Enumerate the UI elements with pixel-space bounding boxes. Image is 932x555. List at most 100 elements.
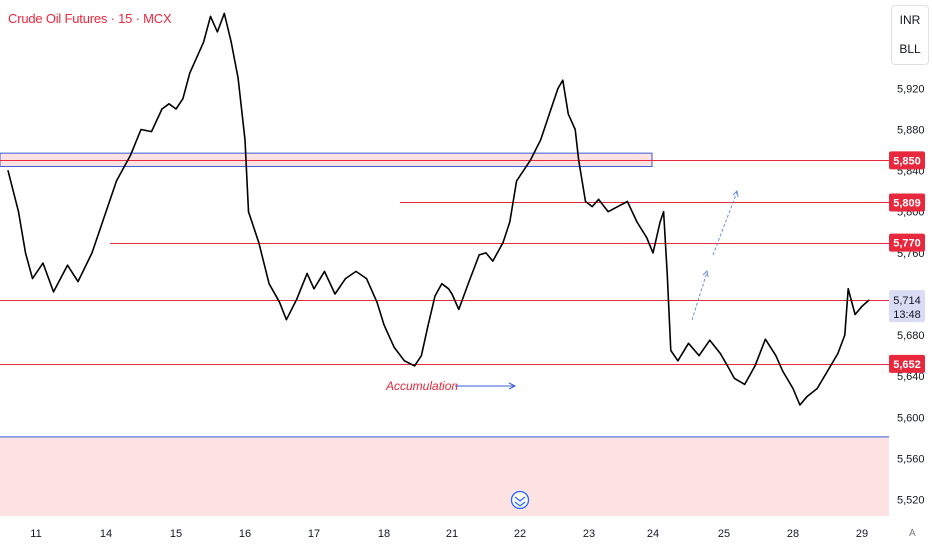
level-badge <box>889 193 925 212</box>
series-point <box>550 108 552 110</box>
series-point <box>584 200 587 203</box>
y-tick-label: 5,680 <box>897 330 925 342</box>
series-point <box>636 221 638 223</box>
unit-selector[interactable]: INR BLL <box>891 5 929 65</box>
series-point <box>799 404 801 406</box>
x-axis: 11 14 15 16 17 18 21 22 23 24 25 28 29 <box>30 528 868 540</box>
series-point <box>782 370 784 372</box>
price-badges: 5,850 5,809 5,770 5,652 5,714 13:48 <box>889 151 925 373</box>
level-badge <box>889 151 925 170</box>
series-point <box>268 283 270 285</box>
series-point <box>854 313 856 316</box>
series-point <box>42 262 44 264</box>
series-point <box>687 342 690 344</box>
series-point <box>663 211 665 213</box>
series-point <box>764 338 767 340</box>
series-point <box>458 308 460 310</box>
series-point <box>574 128 576 131</box>
series-point <box>434 295 436 297</box>
x-tick-label: 23 <box>583 528 595 540</box>
series-point <box>646 236 648 239</box>
series-point <box>175 108 177 110</box>
projection-arrows-layer <box>691 189 739 321</box>
y-tick-label: 5,880 <box>897 125 925 137</box>
series-point <box>247 211 250 213</box>
current-price-label: 5,714 <box>893 295 921 307</box>
series-point <box>719 352 722 355</box>
series-point <box>189 72 191 74</box>
series-point <box>733 377 735 379</box>
countdown-label: 13:48 <box>893 309 921 321</box>
series-point <box>448 288 450 290</box>
series-point <box>278 301 281 303</box>
series-point <box>7 170 9 172</box>
projection-arrow-upper <box>712 191 738 256</box>
series-point <box>670 349 672 352</box>
currency-label[interactable]: INR <box>899 13 921 27</box>
timeline-marker[interactable] <box>510 490 530 510</box>
series-point <box>617 206 619 208</box>
series-point <box>578 159 580 161</box>
series-point <box>323 270 326 272</box>
x-tick-label: 14 <box>100 528 112 540</box>
y-tick-label: 5,600 <box>897 412 925 424</box>
axis-corner-label[interactable]: A <box>909 528 916 539</box>
series-point <box>816 387 818 390</box>
series-point <box>868 299 870 301</box>
timeline-marker-icon <box>510 490 530 510</box>
series-point <box>598 198 600 201</box>
series-point <box>567 113 569 115</box>
y-tick-label: 5,560 <box>897 453 925 465</box>
series-point <box>522 170 525 172</box>
series-point <box>203 41 205 43</box>
series-point <box>806 396 808 398</box>
series-point <box>244 139 246 141</box>
series-point <box>237 77 239 79</box>
x-tick-label: 22 <box>514 528 526 540</box>
series-point <box>485 252 487 254</box>
series-point <box>216 31 218 33</box>
series-point <box>441 283 443 285</box>
series-point <box>557 87 559 89</box>
accumulation-arrow-head <box>508 382 517 390</box>
series-point <box>540 139 542 141</box>
level-badge-label: 5,809 <box>893 197 921 209</box>
series-point <box>726 365 729 367</box>
series-point <box>91 252 93 254</box>
series-point <box>334 293 336 295</box>
series-point <box>754 365 756 367</box>
y-tick-label: 5,520 <box>897 495 925 507</box>
series-point <box>516 180 518 182</box>
series-point <box>529 159 531 161</box>
projection-arrow-upper-head <box>732 189 739 198</box>
x-tick-label: 24 <box>647 528 659 540</box>
series-point <box>792 387 794 390</box>
series-point <box>420 355 422 357</box>
projection-arrow-lower-head <box>702 269 709 278</box>
series-point <box>161 108 163 110</box>
series-point <box>591 206 593 208</box>
level-badge <box>889 354 925 373</box>
unit-label[interactable]: BLL <box>899 42 921 56</box>
zones-layer <box>0 152 889 516</box>
x-tick-label: 17 <box>308 528 320 540</box>
series-point <box>296 298 298 300</box>
series-point <box>677 360 679 362</box>
x-tick-label: 11 <box>30 528 41 540</box>
series-layer <box>7 12 870 406</box>
series-point <box>285 319 287 321</box>
level-badge-label: 5,652 <box>893 359 921 371</box>
x-tick-label: 21 <box>446 528 458 540</box>
series-point <box>451 293 453 295</box>
series-point <box>355 270 357 272</box>
series-point <box>502 241 504 244</box>
series-point <box>115 180 118 182</box>
x-tick-label: 15 <box>170 528 182 540</box>
level-badge-label: 5,770 <box>893 238 921 250</box>
demand-zone <box>0 436 889 516</box>
series-point <box>826 370 829 372</box>
series-point <box>230 41 232 43</box>
series-point <box>209 15 212 18</box>
